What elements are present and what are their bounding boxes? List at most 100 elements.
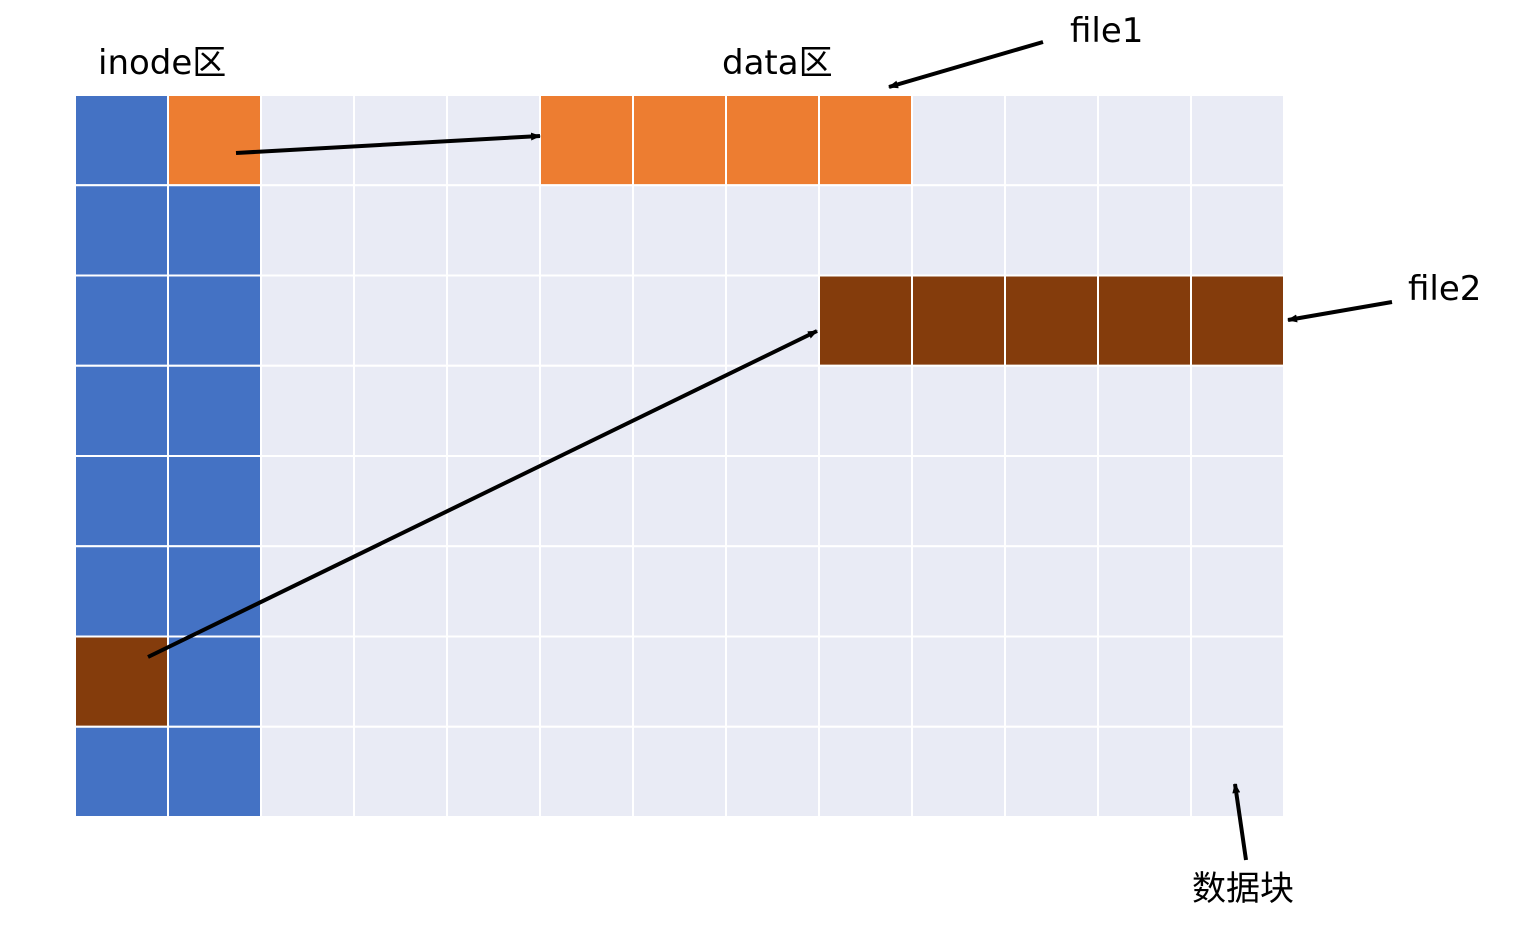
file1-data-block xyxy=(725,94,820,187)
inode-block xyxy=(167,274,262,367)
file2-inode-to-data-arrow xyxy=(147,329,818,659)
free-data-block xyxy=(632,635,727,728)
free-data-block xyxy=(1004,725,1099,818)
free-data-block xyxy=(725,455,820,548)
inode-block xyxy=(74,364,169,457)
block-grid xyxy=(74,94,1285,818)
free-data-block xyxy=(353,364,448,457)
file2-data-block xyxy=(1097,274,1192,367)
free-data-block xyxy=(260,455,355,548)
free-data-block xyxy=(818,635,913,728)
free-data-block xyxy=(1004,184,1099,277)
free-data-block xyxy=(260,545,355,638)
free-data-block xyxy=(725,545,820,638)
file2-label: file2 xyxy=(1408,269,1482,309)
free-data-block xyxy=(1097,184,1192,277)
file2-pointer-arrow xyxy=(1287,300,1393,323)
inode-block xyxy=(74,545,169,638)
free-data-block xyxy=(725,184,820,277)
file1-inode-to-data-arrow xyxy=(235,132,541,155)
inode-block xyxy=(167,545,262,638)
file1-data-block xyxy=(539,94,634,187)
inode-block xyxy=(167,725,262,818)
free-data-block xyxy=(1190,725,1285,818)
free-data-block xyxy=(818,545,913,638)
free-data-block xyxy=(818,184,913,277)
inode-area-label: inode区 xyxy=(98,43,227,83)
free-data-block xyxy=(725,725,820,818)
free-data-block xyxy=(632,455,727,548)
free-data-block xyxy=(1097,364,1192,457)
free-data-block xyxy=(632,274,727,367)
free-data-block xyxy=(353,274,448,367)
free-data-block xyxy=(446,725,541,818)
inode-block xyxy=(74,274,169,367)
free-data-block xyxy=(260,94,355,187)
free-data-block xyxy=(260,364,355,457)
file1-label: file1 xyxy=(1070,11,1144,51)
free-data-block xyxy=(818,455,913,548)
data-block-label: 数据块 xyxy=(1192,869,1294,909)
free-data-block xyxy=(1190,94,1285,187)
file1-pointer-arrow xyxy=(888,40,1044,89)
free-data-block xyxy=(911,364,1006,457)
free-data-block xyxy=(911,184,1006,277)
free-data-block xyxy=(446,545,541,638)
file2-data-block xyxy=(1004,274,1099,367)
free-data-block xyxy=(539,184,634,277)
free-data-block xyxy=(260,725,355,818)
file2-data-block xyxy=(818,274,913,367)
free-data-block xyxy=(446,455,541,548)
inode-block xyxy=(167,364,262,457)
free-data-block xyxy=(1097,545,1192,638)
free-data-block xyxy=(1097,635,1192,728)
inode-block xyxy=(74,94,169,187)
free-data-block xyxy=(353,545,448,638)
free-data-block xyxy=(1190,545,1285,638)
free-data-block xyxy=(911,455,1006,548)
free-data-block xyxy=(1004,545,1099,638)
inode-block xyxy=(74,455,169,548)
free-data-block xyxy=(1097,725,1192,818)
free-data-block xyxy=(446,635,541,728)
free-data-block xyxy=(1190,635,1285,728)
free-data-block xyxy=(260,635,355,728)
free-data-block xyxy=(911,635,1006,728)
free-data-block xyxy=(632,545,727,638)
free-data-block xyxy=(818,725,913,818)
file1-data-block xyxy=(818,94,913,187)
inode-block xyxy=(74,725,169,818)
inode-block xyxy=(167,455,262,548)
free-data-block xyxy=(1097,94,1192,187)
free-data-block xyxy=(1004,455,1099,548)
arrows xyxy=(147,40,1393,861)
free-data-block xyxy=(911,725,1006,818)
free-data-block xyxy=(539,635,634,728)
free-data-block xyxy=(446,184,541,277)
free-data-block xyxy=(353,725,448,818)
inode-block xyxy=(167,184,262,277)
free-data-block xyxy=(632,364,727,457)
free-data-block xyxy=(725,364,820,457)
file1-data-block xyxy=(632,94,727,187)
free-data-block xyxy=(1004,94,1099,187)
free-data-block xyxy=(539,725,634,818)
free-data-block xyxy=(353,184,448,277)
file1-inode-block xyxy=(167,94,262,187)
free-data-block xyxy=(1004,364,1099,457)
free-data-block xyxy=(1190,184,1285,277)
free-data-block xyxy=(539,274,634,367)
file2-inode-block xyxy=(74,635,169,728)
free-data-block xyxy=(911,94,1006,187)
free-data-block xyxy=(539,455,634,548)
free-data-block xyxy=(1004,635,1099,728)
file2-data-block xyxy=(1190,274,1285,367)
inode-block xyxy=(167,635,262,728)
data-area-label: data区 xyxy=(722,43,833,83)
free-data-block xyxy=(632,184,727,277)
inode-block xyxy=(74,184,169,277)
free-data-block xyxy=(539,545,634,638)
free-data-block xyxy=(725,635,820,728)
free-data-block xyxy=(632,725,727,818)
